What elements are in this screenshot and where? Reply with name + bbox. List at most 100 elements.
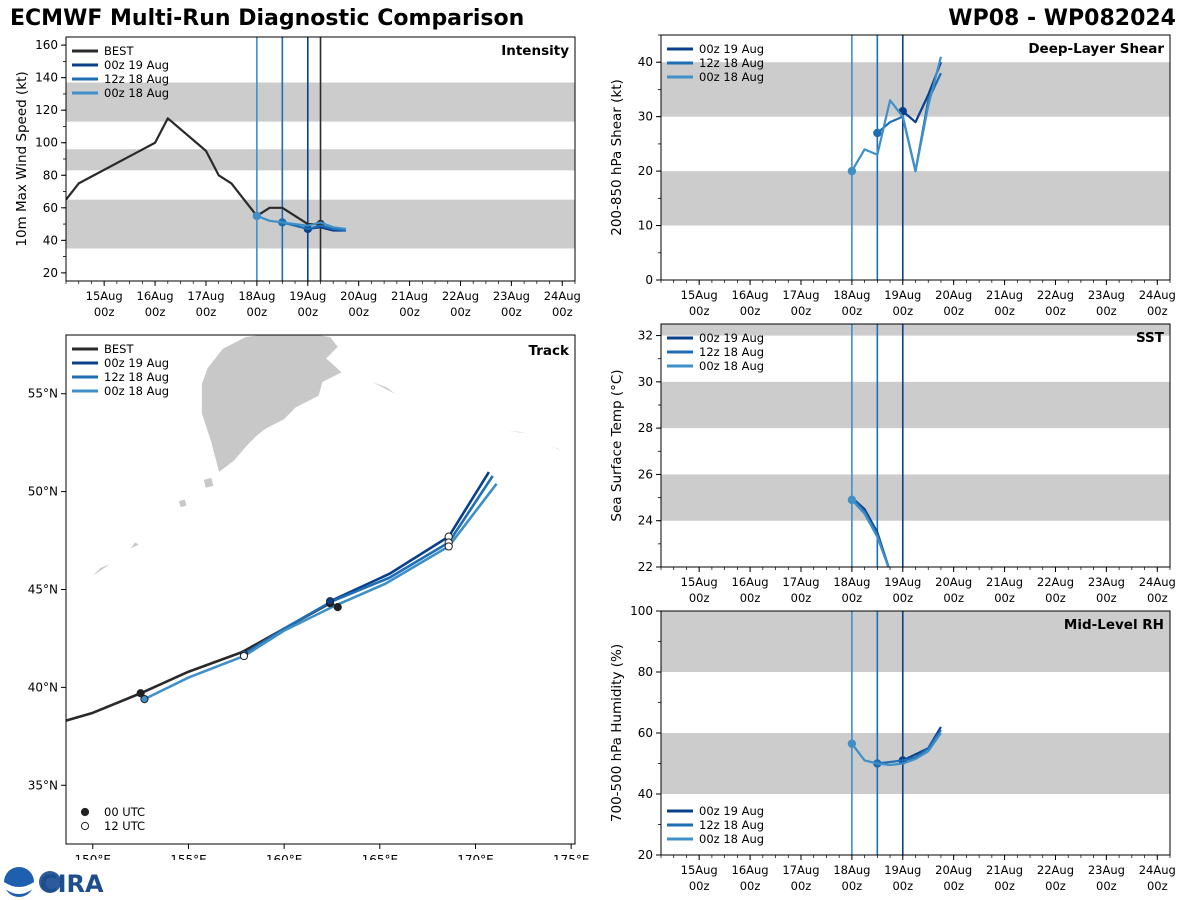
panel-title: Track: [529, 343, 570, 359]
y-tick-label: 80: [638, 665, 653, 679]
noaa-wave-icon: [4, 882, 34, 894]
x-tick-label-date: 20Aug: [935, 288, 972, 302]
x-tick-label-hour: 00z: [943, 879, 964, 893]
latitude-label: 55°N: [28, 387, 58, 401]
y-tick-label: 40: [43, 233, 58, 247]
shaded-band: [661, 324, 1170, 336]
y-tick-label: 22: [638, 560, 653, 574]
land-island: [131, 542, 139, 549]
x-tick-label-hour: 00z: [1096, 304, 1117, 318]
y-tick-label: 20: [43, 266, 58, 280]
data-point: [252, 211, 262, 221]
legend-label: 12z 18 Aug: [104, 370, 169, 384]
legend-label: 00z 18 Aug: [699, 70, 764, 84]
legend-label: 00z 19 Aug: [104, 356, 169, 370]
x-tick-label-hour: 00z: [689, 591, 710, 605]
x-tick-label-date: 23Aug: [493, 289, 530, 303]
x-tick-label-hour: 00z: [1096, 591, 1117, 605]
track-line-00z-18-aug: [143, 482, 498, 701]
legend-label: 00z 18 Aug: [699, 832, 764, 846]
x-tick-label-date: 19Aug: [289, 289, 326, 303]
x-tick-label-date: 19Aug: [884, 863, 921, 877]
track-position-marker: [140, 695, 149, 704]
x-tick-label-date: 22Aug: [1037, 575, 1074, 589]
series-line-00z-18-aug: [850, 56, 943, 173]
x-tick-label-hour: 00z: [842, 591, 863, 605]
storm-id-title: WP08 - WP082024: [948, 6, 1176, 31]
y-tick-label: 160: [35, 38, 58, 52]
y-tick-label: 60: [638, 726, 653, 740]
track-position-marker: [333, 603, 342, 612]
x-tick-label-hour: 00z: [791, 304, 812, 318]
x-tick-label-date: 23Aug: [1088, 288, 1125, 302]
x-tick-label-hour: 00z: [501, 305, 522, 319]
panel-title: Deep-Layer Shear: [1028, 41, 1164, 57]
x-tick-label-date: 20Aug: [935, 575, 972, 589]
x-tick-label-date: 18Aug: [238, 289, 275, 303]
series-line-12z-18-aug: [877, 729, 942, 765]
x-tick-label-hour: 00z: [94, 305, 115, 319]
marker-legend-label: 00 UTC: [104, 805, 145, 819]
x-tick-label-date: 17Aug: [782, 863, 819, 877]
x-tick-label-date: 23Aug: [1088, 863, 1125, 877]
x-tick-label-hour: 00z: [450, 305, 471, 319]
y-tick-label: 26: [638, 467, 653, 481]
sst-chart: 22 24 26 28 30 32 15Aug 00z 16Aug 00z 17Aug 00z 18Au…: [609, 323, 1176, 605]
y-axis-label: 700-500 hPa Humidity (%): [609, 644, 625, 822]
longitude-label: 150°E: [75, 853, 112, 860]
legend-label: 00z 18 Aug: [104, 86, 169, 100]
latitude-label: 35°N: [28, 778, 58, 792]
x-tick-label-hour: 00z: [740, 304, 761, 318]
x-tick-label-hour: 00z: [994, 591, 1015, 605]
y-axis-label: Sea Surface Temp (°C): [609, 369, 625, 521]
shear-plot-area: [661, 35, 1170, 280]
series-line-00z-18-aug: [851, 499, 890, 567]
y-tick-label: 80: [43, 168, 58, 182]
y-tick-label: 24: [638, 514, 653, 528]
x-tick-label-date: 15Aug: [681, 863, 718, 877]
land-commander-islands: [372, 381, 396, 394]
x-tick-label-hour: 00z: [1147, 879, 1168, 893]
x-tick-label-hour: 00z: [943, 304, 964, 318]
y-tick-label: 20: [638, 848, 653, 862]
track-line-12z-18-aug: [243, 475, 494, 656]
x-tick-label-hour: 00z: [740, 591, 761, 605]
legend-label: 00z 19 Aug: [699, 331, 764, 345]
marker-legend-symbol: [80, 821, 90, 831]
x-tick-label-date: 15Aug: [681, 575, 718, 589]
x-tick-label-hour: 00z: [1045, 304, 1066, 318]
x-tick-label-date: 24Aug: [1139, 288, 1176, 302]
longitude-label: 175°E: [553, 853, 590, 860]
x-tick-label-hour: 00z: [1147, 591, 1168, 605]
intensity-chart: 20 40 60 80 100 120 140 160 15Aug 00z 16Aug 00z 17Au…: [14, 36, 581, 319]
x-tick-label-hour: 00z: [740, 879, 761, 893]
y-tick-label: 30: [638, 375, 653, 389]
y-axis-label: 200-850 hPa Shear (kt): [609, 79, 625, 236]
x-tick-label-date: 17Aug: [782, 288, 819, 302]
legend-label: 12z 18 Aug: [104, 72, 169, 86]
track-position-marker: [239, 651, 249, 661]
land-island: [92, 564, 111, 576]
y-tick-label: 28: [638, 421, 653, 435]
land-island: [203, 477, 214, 488]
x-tick-label-date: 24Aug: [1139, 575, 1176, 589]
shaded-band: [661, 381, 1170, 429]
x-tick-label-hour: 00z: [552, 305, 573, 319]
x-tick-label-hour: 00z: [892, 304, 913, 318]
x-tick-label-date: 22Aug: [442, 289, 479, 303]
longitude-label: 165°E: [362, 853, 399, 860]
x-tick-label-date: 20Aug: [935, 863, 972, 877]
data-point: [847, 739, 857, 748]
land-island: [178, 499, 187, 508]
shaded-band: [661, 611, 1170, 672]
y-tick-label: 20: [638, 164, 653, 178]
x-tick-label-date: 17Aug: [187, 289, 224, 303]
rh-plot-area: [661, 611, 1170, 855]
x-tick-label-date: 18Aug: [833, 575, 870, 589]
latitude-label: 40°N: [28, 680, 58, 694]
data-point: [847, 166, 857, 176]
legend-label: 12z 18 Aug: [699, 818, 764, 832]
x-tick-label-date: 21Aug: [986, 288, 1023, 302]
x-tick-label-hour: 00z: [1096, 879, 1117, 893]
x-tick-label-date: 24Aug: [544, 289, 581, 303]
